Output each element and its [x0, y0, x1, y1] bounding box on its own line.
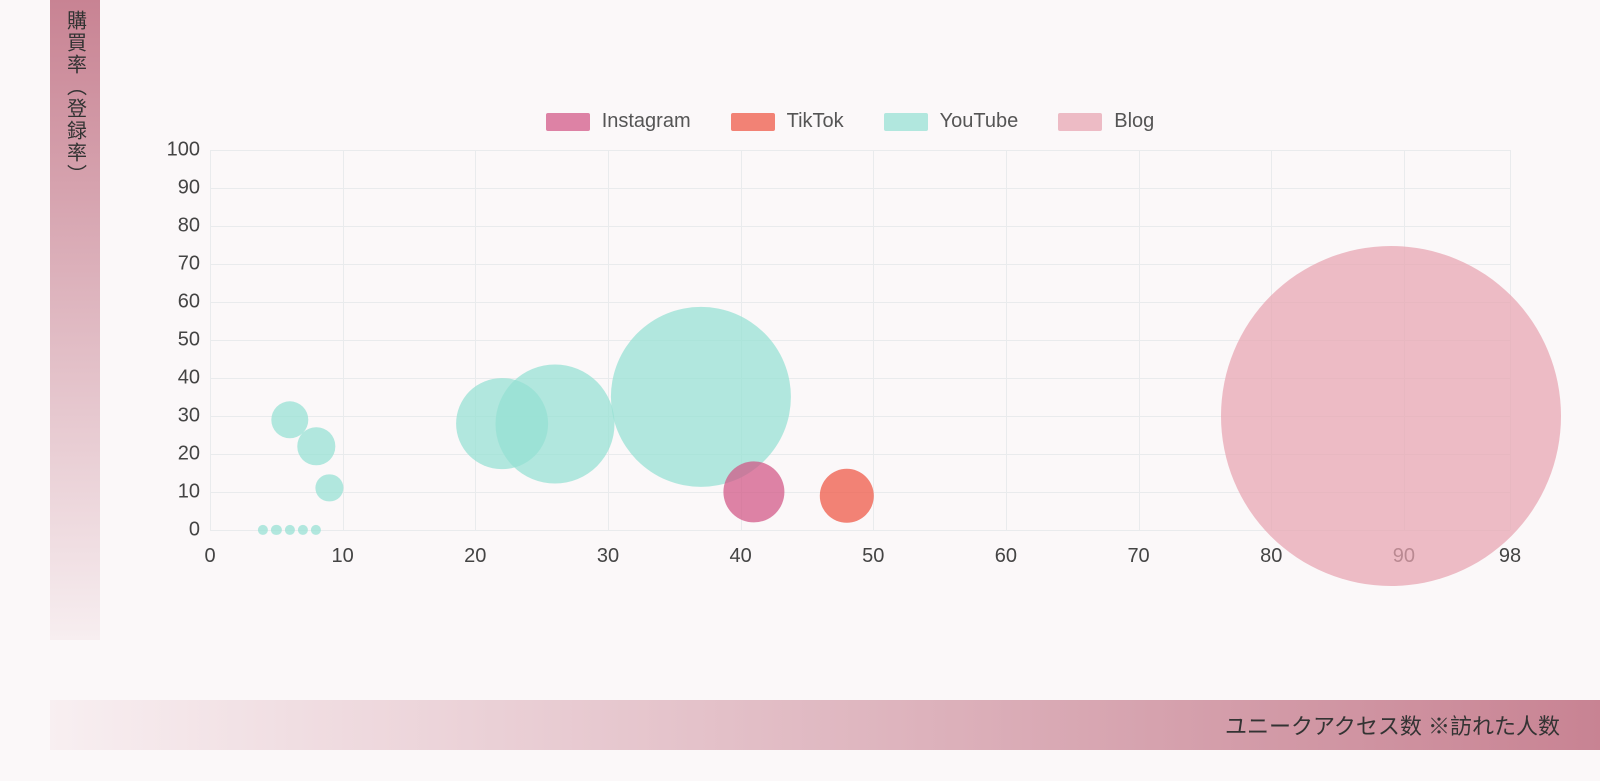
bubble-youtube[interactable] [297, 428, 334, 465]
legend: Instagram TikTok YouTube Blog [100, 110, 1600, 133]
bubble-youtube[interactable] [456, 378, 548, 470]
x-tick-label: 60 [995, 545, 1017, 568]
legend-swatch [884, 113, 928, 131]
y-tick-label: 20 [140, 443, 200, 466]
legend-item-tiktok[interactable]: TikTok [731, 110, 844, 133]
legend-swatch [731, 113, 775, 131]
y-tick-label: 10 [140, 481, 200, 504]
y-tick-label: 50 [140, 329, 200, 352]
gridline-v [1006, 150, 1007, 530]
gridline-v [873, 150, 874, 530]
x-tick-label: 70 [1127, 545, 1149, 568]
y-tick-label: 0 [140, 519, 200, 542]
bubble-youtube[interactable] [298, 525, 308, 535]
gridline-h [210, 150, 1510, 151]
bubble-youtube[interactable] [316, 475, 343, 502]
x-tick-label: 30 [597, 545, 619, 568]
plot-area: 0102030405060708090100010203040506070809… [210, 150, 1510, 530]
legend-swatch [546, 113, 590, 131]
x-tick-label: 0 [204, 545, 215, 568]
gridline-v [608, 150, 609, 530]
gridline-h [210, 188, 1510, 189]
x-tick-label: 80 [1260, 545, 1282, 568]
legend-label: YouTube [940, 110, 1019, 133]
y-tick-label: 60 [140, 291, 200, 314]
legend-label: TikTok [787, 110, 844, 133]
x-tick-label: 50 [862, 545, 884, 568]
bubble-youtube[interactable] [284, 525, 294, 535]
bubble-youtube[interactable] [271, 525, 281, 535]
y-tick-label: 80 [140, 215, 200, 238]
x-tick-label: 20 [464, 545, 486, 568]
x-tick-label: 40 [729, 545, 751, 568]
legend-swatch [1058, 113, 1102, 131]
gridline-v [1139, 150, 1140, 530]
legend-label: Instagram [602, 110, 691, 133]
gridline-v [210, 150, 211, 530]
gridline-v [475, 150, 476, 530]
bubble-youtube[interactable] [258, 525, 268, 535]
bubble-youtube[interactable] [311, 525, 321, 535]
y-tick-label: 30 [140, 405, 200, 428]
x-axis-title: ユニークアクセス数 ※訪れた人数 [1225, 709, 1560, 741]
bubble-instagram[interactable] [723, 461, 784, 522]
page: 購買率（登録率） ユニークアクセス数 ※訪れた人数 Instagram TikTo… [0, 0, 1600, 781]
y-tick-label: 70 [140, 253, 200, 276]
y-axis-title: 購買率（登録率） [61, 10, 90, 186]
y-tick-label: 40 [140, 367, 200, 390]
gridline-h [210, 226, 1510, 227]
chart-area: InstagramTikTokYouTubeBlog 0102030405060… [100, 0, 1600, 700]
bubble-tiktok[interactable] [820, 469, 874, 523]
legend-item-blog[interactable]: Blog [1058, 110, 1154, 133]
legend-item-instagram[interactable]: Instagram [546, 110, 691, 133]
x-axis-title-bar: ユニークアクセス数 ※訪れた人数 [50, 700, 1600, 750]
x-tick-label: 10 [332, 545, 354, 568]
y-tick-label: 100 [140, 139, 200, 162]
y-axis-title-bar: 購買率（登録率） [50, 0, 100, 640]
legend-label: Blog [1114, 110, 1154, 133]
bubble-blog[interactable] [1221, 246, 1561, 586]
gridline-v [343, 150, 344, 530]
legend-item-youtube[interactable]: YouTube [884, 110, 1019, 133]
bubble-youtube[interactable] [611, 307, 791, 487]
y-tick-label: 90 [140, 177, 200, 200]
x-tick-label: 98 [1499, 545, 1521, 568]
